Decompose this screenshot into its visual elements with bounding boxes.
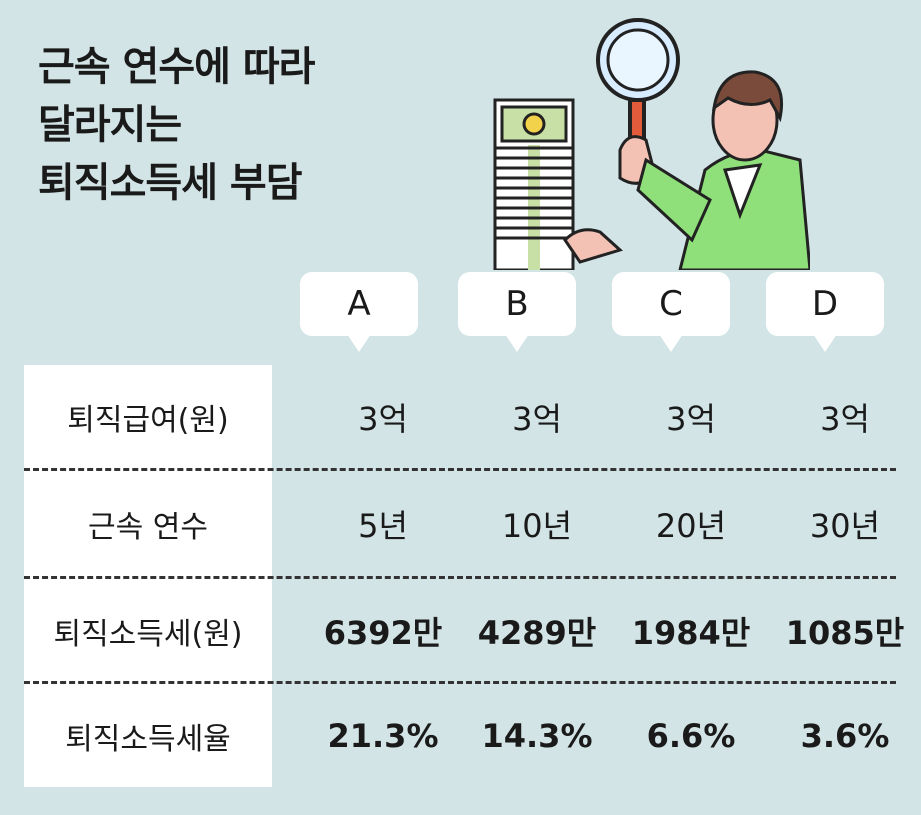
person-with-magnifier-illustration (493, 18, 810, 270)
table-cell: 3억 (666, 400, 716, 438)
person-icon (563, 70, 810, 270)
title-line-2: 달라지는 (38, 102, 182, 148)
row-label: 근속 연수 (88, 510, 208, 545)
column-header-a: A (300, 272, 418, 336)
table-cell: 14.3% (481, 717, 593, 755)
table-row: 근속 연수 5년 10년 20년 30년 (24, 472, 896, 576)
table-row: 퇴직급여(원) 3억 3억 3억 3억 (24, 365, 896, 469)
table-cell: 21.3% (327, 717, 439, 755)
table-cell: 6392만 (323, 614, 443, 652)
table-cell: 20년 (655, 507, 727, 545)
column-header-c: C (612, 272, 730, 336)
table-cell: 1984만 (631, 614, 751, 652)
table-row: 퇴직소득세(원) 6392만 4289만 1984만 1085만 (24, 579, 904, 683)
table-cell: 10년 (501, 507, 573, 545)
row-divider (24, 681, 896, 684)
table-cell: 3억 (358, 400, 408, 438)
row-divider (24, 576, 896, 579)
title-line-1: 근속 연수에 따라 (38, 44, 315, 90)
row-label: 퇴직급여(원) (67, 403, 229, 438)
table-cell: 6.6% (646, 717, 736, 755)
column-header-d: D (766, 272, 884, 336)
title-line-3: 퇴직소득세 부담 (38, 160, 303, 206)
table-cell: 3.6% (800, 717, 890, 755)
row-divider (24, 468, 896, 471)
table-cell: 5년 (358, 507, 408, 545)
column-header-b: B (458, 272, 576, 336)
row-label: 퇴직소득세율 (65, 722, 231, 757)
table-cell: 3억 (820, 400, 870, 438)
page-title: 근속 연수에 따라 달라지는 퇴직소득세 부담 (38, 38, 315, 212)
magnifier-icon (596, 18, 680, 152)
table-row: 퇴직소득세율 21.3% 14.3% 6.6% 3.6% (24, 684, 896, 788)
table-cell: 3억 (512, 400, 562, 438)
table-cell: 30년 (809, 507, 881, 545)
money-stack-icon (493, 98, 575, 270)
row-label: 퇴직소득세(원) (53, 617, 243, 652)
table-cell: 4289만 (477, 614, 597, 652)
table-cell: 1085만 (785, 614, 905, 652)
